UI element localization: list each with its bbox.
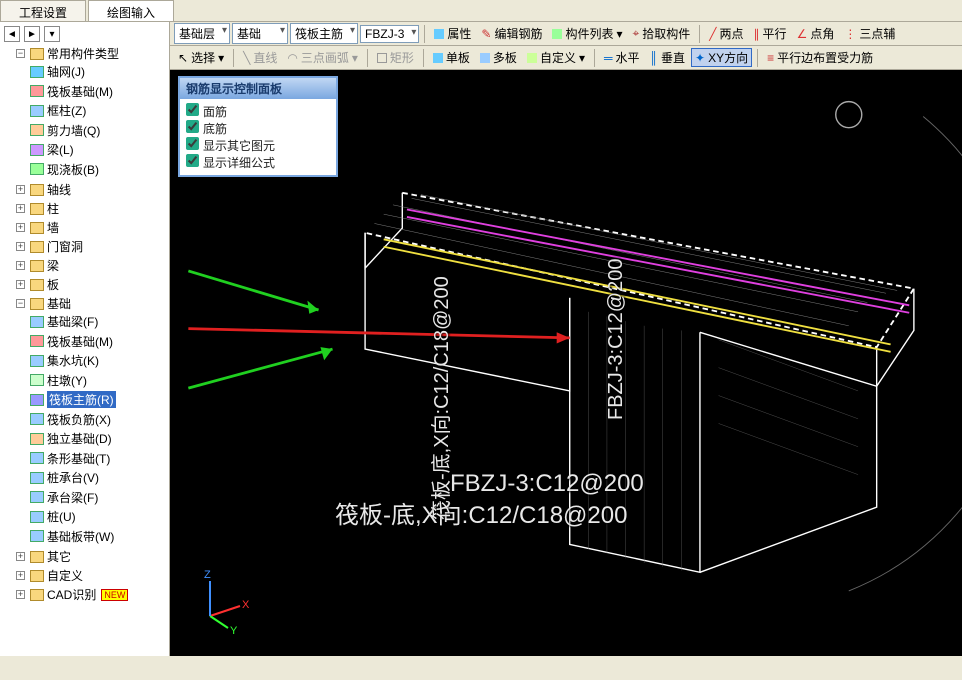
- tree-other[interactable]: +其它: [16, 548, 71, 565]
- tree-indep-base[interactable]: 独立基础(D): [30, 430, 112, 447]
- tree-pile-cap[interactable]: 桩承台(V): [30, 469, 99, 486]
- tree-root[interactable]: −常用构件类型: [16, 45, 119, 62]
- line-icon: ╲: [243, 51, 250, 65]
- three-aux-button[interactable]: ⋮三点辅: [840, 24, 899, 43]
- tree-cast-slab[interactable]: 现浇板(B): [30, 161, 99, 178]
- properties-icon: [434, 29, 444, 39]
- svg-text:Y: Y: [230, 625, 238, 636]
- tree-base-slab-band[interactable]: 基础板带(W): [30, 528, 114, 545]
- label-raft-bottom: 筏板-底,X向:C12/C18@200: [335, 495, 627, 530]
- tree-column[interactable]: +柱: [16, 200, 59, 217]
- force-icon: ≡: [767, 51, 774, 65]
- tree-cad[interactable]: +CAD识别NEW: [16, 586, 128, 603]
- custom-button[interactable]: 自定义 ▾: [523, 48, 589, 67]
- tree-pile[interactable]: 桩(U): [30, 508, 76, 525]
- list-icon: [552, 29, 562, 39]
- xy-icon: ✦: [695, 51, 705, 65]
- tree-raft-base[interactable]: 筏板基础(M): [30, 83, 113, 100]
- svg-text:X: X: [242, 599, 250, 611]
- tree: −常用构件类型 轴网(J) 筏板基础(M) 框柱(Z) 剪力墙(Q) 梁(L) …: [2, 44, 167, 604]
- main-tabs: 工程设置 绘图输入: [0, 0, 962, 22]
- tree-door-window[interactable]: +门窗洞: [16, 238, 83, 255]
- tree-beam-g[interactable]: +梁: [16, 257, 59, 274]
- rect-button[interactable]: 矩形: [373, 48, 418, 67]
- horizontal-button[interactable]: ═水平: [600, 48, 644, 67]
- board-icon: [433, 53, 443, 63]
- tab-drawing[interactable]: 绘图输入: [88, 0, 174, 21]
- multi-board-icon: [480, 53, 490, 63]
- tree-nav-back-icon[interactable]: ◄: [4, 26, 20, 42]
- tree-axis-net[interactable]: 轴网(J): [30, 63, 85, 80]
- select-button[interactable]: ↖选择 ▾: [174, 48, 228, 67]
- tree-raft-base2[interactable]: 筏板基础(M): [30, 333, 113, 350]
- tree-axis-line[interactable]: +轴线: [16, 181, 71, 198]
- horiz-icon: ═: [604, 51, 613, 65]
- vert-icon: ║: [650, 51, 659, 65]
- chk-show-other[interactable]: 显示其它图元: [186, 137, 330, 154]
- toolbar-draw: ↖选择 ▾ ╲直线 ◠三点画弧 ▾ 矩形 单板 多板 自定义 ▾ ═水平 ║垂直…: [170, 46, 962, 70]
- chk-show-formula[interactable]: 显示详细公式: [186, 154, 330, 171]
- tree-sump[interactable]: 集水坑(K): [30, 352, 99, 369]
- vertical-button[interactable]: ║垂直: [646, 48, 690, 67]
- pick-component-button[interactable]: ⌖拾取构件: [629, 24, 695, 43]
- single-board-button[interactable]: 单板: [429, 48, 474, 67]
- toolbar-top: 基础层 基础 筏板主筋 FBZJ-3 属性 ✎编辑钢筋 构件列表 ▾ ⌖拾取构件…: [170, 22, 962, 46]
- subtype-dropdown[interactable]: 筏板主筋: [290, 23, 358, 44]
- arc-button[interactable]: ◠三点画弧 ▾: [283, 48, 362, 67]
- chk-top-rebar[interactable]: 面筋: [186, 103, 330, 120]
- label-fbzj: FBZJ-3:C12@200: [450, 470, 644, 498]
- tree-raft-main[interactable]: 筏板主筋(R): [30, 391, 116, 408]
- parallel-button[interactable]: ∥平行: [750, 24, 791, 43]
- two-point-button[interactable]: ╱两点: [705, 24, 747, 43]
- custom-icon: [527, 53, 537, 63]
- parallel-force-button[interactable]: ≡平行边布置受力筋: [763, 48, 877, 67]
- chk-bottom-rebar[interactable]: 底筋: [186, 120, 330, 137]
- tree-shear-wall[interactable]: 剪力墙(Q): [30, 122, 100, 139]
- layer-dropdown[interactable]: 基础层: [174, 23, 230, 44]
- component-tree-panel: ◄ ► ▾ −常用构件类型 轴网(J) 筏板基础(M) 框柱(Z) 剪力墙(Q)…: [0, 22, 170, 656]
- component-dropdown[interactable]: FBZJ-3: [360, 25, 419, 43]
- tree-slab[interactable]: +板: [16, 276, 59, 293]
- new-badge: NEW: [101, 589, 128, 601]
- edit-rebar-button[interactable]: ✎编辑钢筋: [477, 24, 546, 43]
- tree-foundation[interactable]: −基础: [16, 295, 71, 312]
- arc-icon: ◠: [287, 51, 297, 65]
- panel-title: 钢筋显示控制面板: [180, 78, 336, 99]
- tree-frame-col[interactable]: 框柱(Z): [30, 102, 86, 119]
- tree-strip-base[interactable]: 条形基础(T): [30, 450, 110, 467]
- tree-raft-neg[interactable]: 筏板负筋(X): [30, 411, 111, 428]
- label-raft-vert: 筏板-底,X向:C12/C18@200: [425, 276, 454, 520]
- tree-wall[interactable]: +墙: [16, 219, 59, 236]
- tree-nav-menu-icon[interactable]: ▾: [44, 26, 60, 42]
- tree-nav-fwd-icon[interactable]: ►: [24, 26, 40, 42]
- rebar-display-panel: 钢筋显示控制面板 面筋 底筋 显示其它图元 显示详细公式: [178, 76, 338, 177]
- category-dropdown[interactable]: 基础: [232, 23, 288, 44]
- point-angle-button[interactable]: ∠点角: [793, 24, 839, 43]
- rect-icon: [377, 53, 387, 63]
- properties-button[interactable]: 属性: [430, 24, 475, 43]
- svg-text:Z: Z: [204, 569, 211, 581]
- label-fbzj-vert: FBZJ-3:C12@200: [605, 259, 628, 420]
- xy-direction-button[interactable]: ✦XY方向: [691, 48, 752, 67]
- multi-board-button[interactable]: 多板: [476, 48, 521, 67]
- component-list-button[interactable]: 构件列表 ▾: [548, 24, 626, 43]
- cursor-icon: ↖: [178, 51, 188, 65]
- viewport-3d[interactable]: 钢筋显示控制面板 面筋 底筋 显示其它图元 显示详细公式 筏板-底,X向:C12…: [170, 70, 962, 656]
- tree-cap-beam[interactable]: 承台梁(F): [30, 489, 98, 506]
- tree-base-beam[interactable]: 基础梁(F): [30, 313, 98, 330]
- line-button[interactable]: ╲直线: [239, 48, 281, 67]
- tree-beam[interactable]: 梁(L): [30, 141, 74, 158]
- tree-col-pier[interactable]: 柱墩(Y): [30, 372, 87, 389]
- tree-custom[interactable]: +自定义: [16, 567, 83, 584]
- tab-engineering[interactable]: 工程设置: [0, 0, 86, 21]
- axis-gizmo: X Y Z: [190, 566, 260, 636]
